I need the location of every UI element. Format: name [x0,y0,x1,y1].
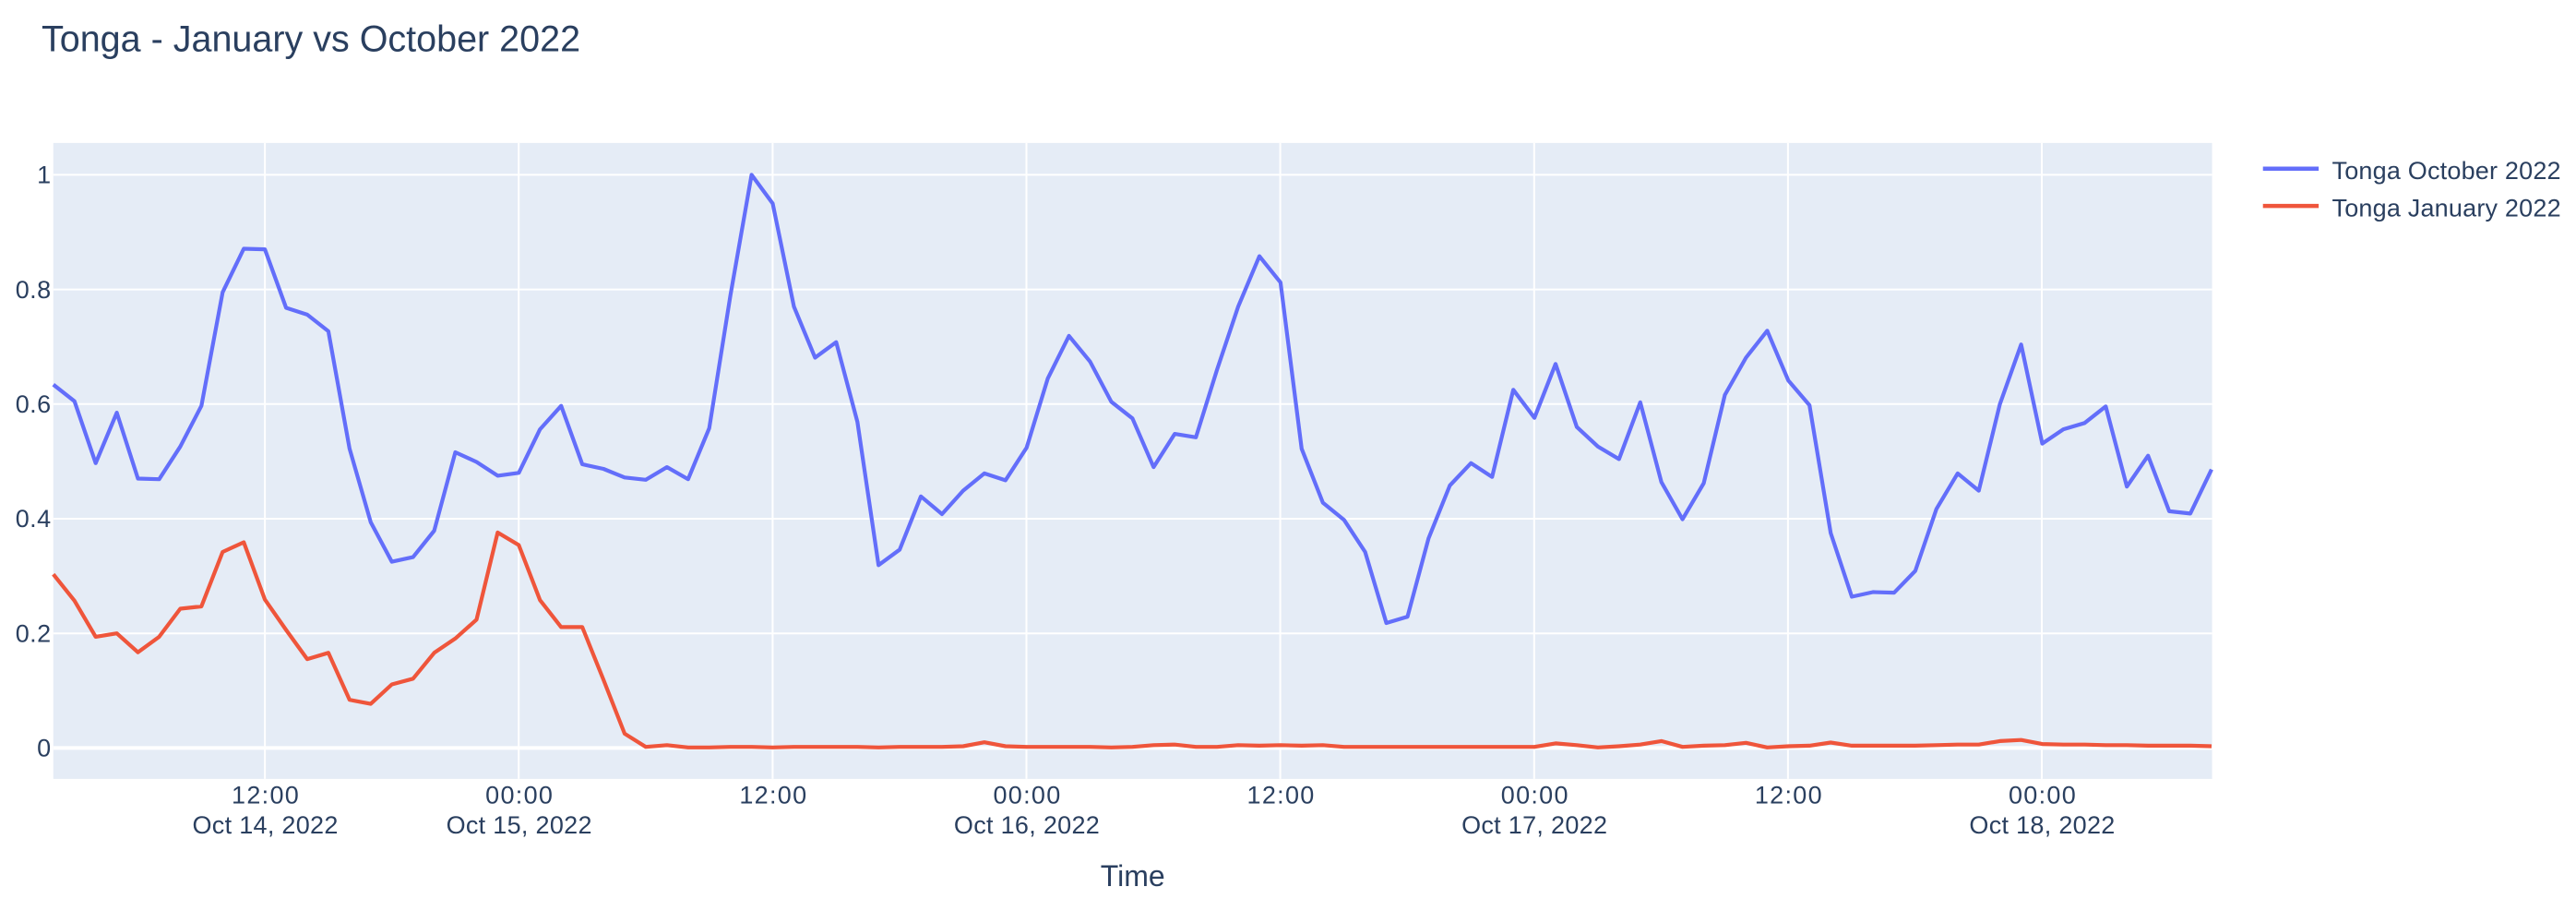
svg-text:Oct 18, 2022: Oct 18, 2022 [1969,811,2115,839]
svg-text:00:00: 00:00 [485,782,554,809]
svg-text:Tonga January 2022: Tonga January 2022 [2332,195,2561,222]
svg-text:Oct 14, 2022: Oct 14, 2022 [192,811,338,839]
svg-text:Tonga - January vs October 202: Tonga - January vs October 2022 [42,18,580,59]
svg-text:Oct 17, 2022: Oct 17, 2022 [1461,811,1607,839]
svg-text:0: 0 [37,735,51,762]
svg-text:00:00: 00:00 [1501,782,1569,809]
svg-text:0.8: 0.8 [16,276,52,304]
svg-text:0.2: 0.2 [16,619,52,647]
svg-text:00:00: 00:00 [2009,782,2077,809]
svg-text:12:00: 12:00 [1755,782,1823,809]
svg-text:12:00: 12:00 [739,782,807,809]
svg-text:0.4: 0.4 [16,505,52,533]
svg-text:Oct 15, 2022: Oct 15, 2022 [447,811,592,839]
svg-text:Time: Time [1101,859,1165,893]
svg-text:12:00: 12:00 [232,782,300,809]
svg-text:00:00: 00:00 [993,782,1061,809]
svg-text:0.6: 0.6 [16,390,52,418]
svg-text:12:00: 12:00 [1247,782,1316,809]
svg-text:1: 1 [37,162,51,189]
svg-text:Tonga October 2022: Tonga October 2022 [2332,157,2561,185]
svg-text:Oct 16, 2022: Oct 16, 2022 [954,811,1100,839]
